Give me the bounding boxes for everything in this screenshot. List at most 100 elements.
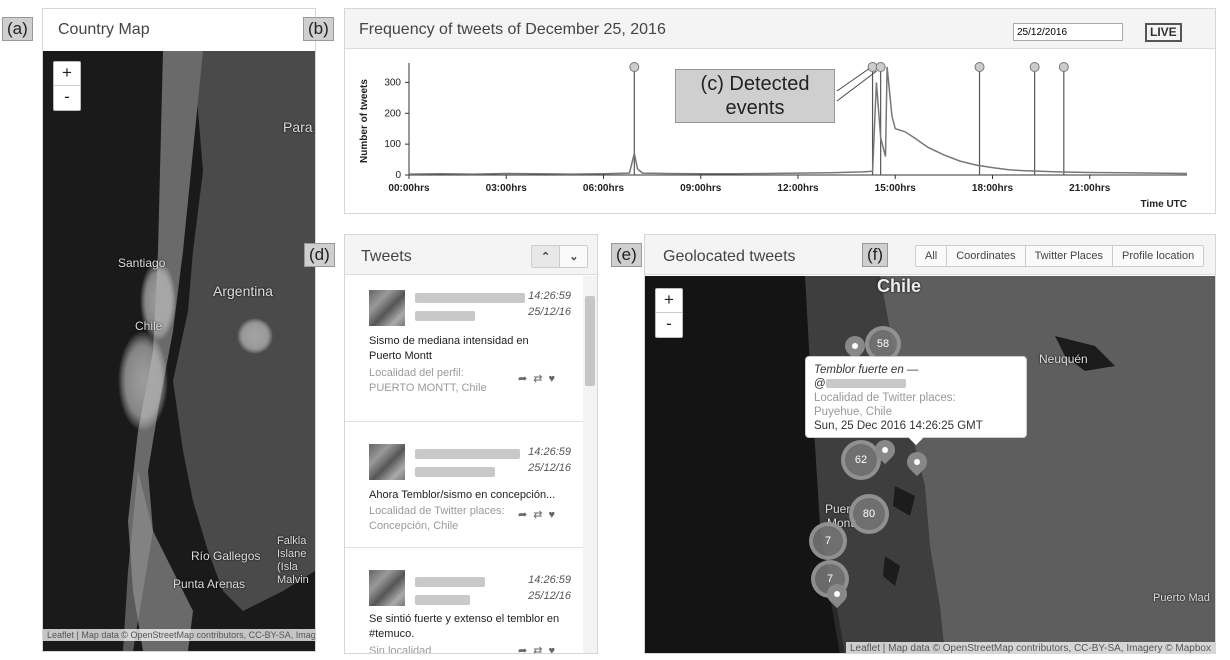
label-puerto-montt: Puer bbox=[825, 502, 851, 516]
zoom-in-button[interactable]: + bbox=[54, 62, 80, 86]
tweet-item[interactable]: 14:26:59 25/12/16 Ahora Temblor/sismo en… bbox=[345, 422, 597, 548]
date-input[interactable] bbox=[1013, 23, 1123, 41]
tweet-date: 25/12/16 bbox=[528, 590, 571, 602]
tweet-item[interactable]: 14:26:59 25/12/16 Se sintió fuerte y ext… bbox=[345, 548, 597, 654]
tweets-nav: ⌃ ⌄ bbox=[531, 245, 589, 268]
filter-all[interactable]: All bbox=[916, 246, 948, 266]
tweet-location-label: Sin localidad bbox=[369, 645, 432, 654]
label-santiago: Santiago bbox=[118, 256, 166, 270]
scroll-up-button[interactable]: ⌃ bbox=[532, 246, 561, 267]
label-falkland: Malvin bbox=[277, 574, 309, 586]
country-map[interactable]: + - Santiago Chile Argentina Para Río Ga… bbox=[43, 51, 315, 651]
country-map-panel: Country Map + - Santiago Chile Argentina… bbox=[42, 8, 316, 652]
marker-cluster[interactable]: 80 bbox=[849, 494, 889, 534]
tweet-text: Se sintió fuerte y extenso el temblor en… bbox=[369, 613, 560, 640]
x-tick-label: 06:00hrs bbox=[583, 183, 625, 194]
event-marker bbox=[974, 62, 985, 72]
tweet-item[interactable]: 14:26:59 25/12/16 Sismo de mediana inten… bbox=[345, 276, 597, 422]
marker-cluster[interactable]: 7 bbox=[809, 522, 847, 560]
popup-handle-at: @ bbox=[814, 378, 826, 390]
label-argentina: Argentina bbox=[213, 283, 273, 299]
label-para: Para bbox=[283, 119, 313, 135]
y-axis-label: Number of tweets bbox=[359, 79, 370, 163]
geo-map[interactable]: + - Chile Neuquén Puer Montt Puerto Mad … bbox=[645, 276, 1215, 653]
filter-twitter-places[interactable]: Twitter Places bbox=[1025, 246, 1114, 266]
tweet-date: 25/12/16 bbox=[528, 462, 571, 474]
x-tick-label: 15:00hrs bbox=[875, 183, 917, 194]
tweet-location-label: Localidad de Twitter places: bbox=[369, 505, 505, 517]
avatar bbox=[369, 444, 405, 480]
label-falkland: Falkla bbox=[277, 535, 307, 547]
map-attribution: Leaflet | Map data © OpenStreetMap contr… bbox=[845, 642, 1215, 653]
label-b: (b) bbox=[303, 17, 334, 41]
y-tick-label: 100 bbox=[384, 139, 401, 150]
heatmap-blob bbox=[140, 261, 176, 341]
event-marker bbox=[1029, 62, 1040, 72]
event-marker bbox=[875, 62, 886, 72]
tweet-time: 14:26:59 bbox=[528, 290, 571, 302]
x-tick-label: 12:00hrs bbox=[777, 183, 819, 194]
label-falkland: Islane bbox=[277, 548, 307, 560]
retweet-icon[interactable]: ⇄ bbox=[533, 509, 549, 521]
tweet-text: Ahora Temblor/sismo en concepción... bbox=[369, 489, 556, 501]
scroll-down-button[interactable]: ⌄ bbox=[560, 246, 588, 267]
zoom-out-button[interactable]: - bbox=[666, 314, 672, 333]
tweet-handle bbox=[415, 592, 470, 610]
reply-icon[interactable]: ➦ bbox=[518, 645, 534, 654]
tweet-popup[interactable]: Temblor fuerte en — @ Localidad de Twitt… bbox=[805, 356, 1027, 438]
event-marker bbox=[629, 62, 640, 72]
heart-icon[interactable]: ♥ bbox=[548, 373, 561, 385]
zoom-in-button[interactable]: + bbox=[656, 289, 682, 313]
retweet-icon[interactable]: ⇄ bbox=[533, 373, 549, 385]
popup-location-label: Localidad de Twitter places: bbox=[814, 392, 956, 404]
heart-icon[interactable]: ♥ bbox=[548, 509, 561, 521]
map-attribution: Leaflet | Map data © OpenStreetMap contr… bbox=[43, 629, 315, 641]
geo-title: Geolocated tweets bbox=[663, 248, 796, 265]
popup-text: Temblor fuerte en — bbox=[814, 364, 919, 376]
tweet-text: Sismo de mediana intensidad en Puerto Mo… bbox=[369, 335, 529, 362]
filter-coordinates[interactable]: Coordinates bbox=[947, 246, 1026, 266]
annotation-line1: (c) Detected bbox=[700, 73, 810, 95]
country-map-zoom: + - bbox=[53, 61, 81, 111]
popup-timestamp: Sun, 25 Dec 2016 14:26:25 GMT bbox=[814, 420, 983, 432]
live-badge[interactable]: LIVE bbox=[1145, 23, 1182, 42]
heart-icon[interactable]: ♥ bbox=[548, 645, 561, 654]
popup-handle: @ bbox=[814, 377, 1018, 391]
geo-map-terrain bbox=[645, 276, 1215, 653]
tweet-handle bbox=[415, 464, 495, 482]
country-map-terrain bbox=[118, 51, 315, 651]
tweet-actions: ➦⇄♥ bbox=[518, 372, 561, 385]
tweets-title: Tweets bbox=[361, 248, 412, 265]
tweet-time: 14:26:59 bbox=[528, 574, 571, 586]
label-rio-gallegos: Río Gallegos bbox=[191, 549, 261, 563]
x-axis-label: Time UTC bbox=[1141, 199, 1188, 210]
x-tick-label: 09:00hrs bbox=[680, 183, 722, 194]
series-line bbox=[408, 66, 1188, 175]
avatar bbox=[369, 570, 405, 606]
heatmap-blob bbox=[118, 331, 168, 431]
tweet-handle bbox=[415, 308, 475, 326]
tweet-user bbox=[415, 290, 525, 308]
zoom-out-button[interactable]: - bbox=[64, 87, 70, 106]
tweet-actions: ➦⇄♥ bbox=[518, 644, 561, 654]
scrollbar-thumb[interactable] bbox=[585, 296, 595, 386]
label-a: (a) bbox=[2, 17, 33, 41]
y-tick-label: 0 bbox=[395, 170, 401, 181]
retweet-icon[interactable]: ⇄ bbox=[533, 645, 549, 654]
x-tick-label: 00:00hrs bbox=[388, 183, 430, 194]
filter-profile-location[interactable]: Profile location bbox=[1113, 246, 1204, 266]
tweet-user bbox=[415, 446, 520, 464]
marker-cluster[interactable]: 62 bbox=[841, 440, 881, 480]
tweet-location-value: Concepción, Chile bbox=[369, 520, 459, 532]
reply-icon[interactable]: ➦ bbox=[518, 373, 534, 385]
tweets-scrollbar[interactable] bbox=[583, 276, 597, 653]
frequency-title: Frequency of tweets of December 25, 2016 bbox=[359, 21, 666, 38]
tweets-header bbox=[345, 235, 597, 275]
label-neuquen: Neuquén bbox=[1039, 352, 1088, 366]
x-tick-label: 21:00hrs bbox=[1069, 183, 1111, 194]
reply-icon[interactable]: ➦ bbox=[518, 509, 534, 521]
tweet-date: 25/12/16 bbox=[528, 306, 571, 318]
label-falkland: (Isla bbox=[277, 561, 298, 573]
label-punta-arenas: Punta Arenas bbox=[173, 577, 246, 591]
y-tick-label: 300 bbox=[384, 77, 401, 88]
